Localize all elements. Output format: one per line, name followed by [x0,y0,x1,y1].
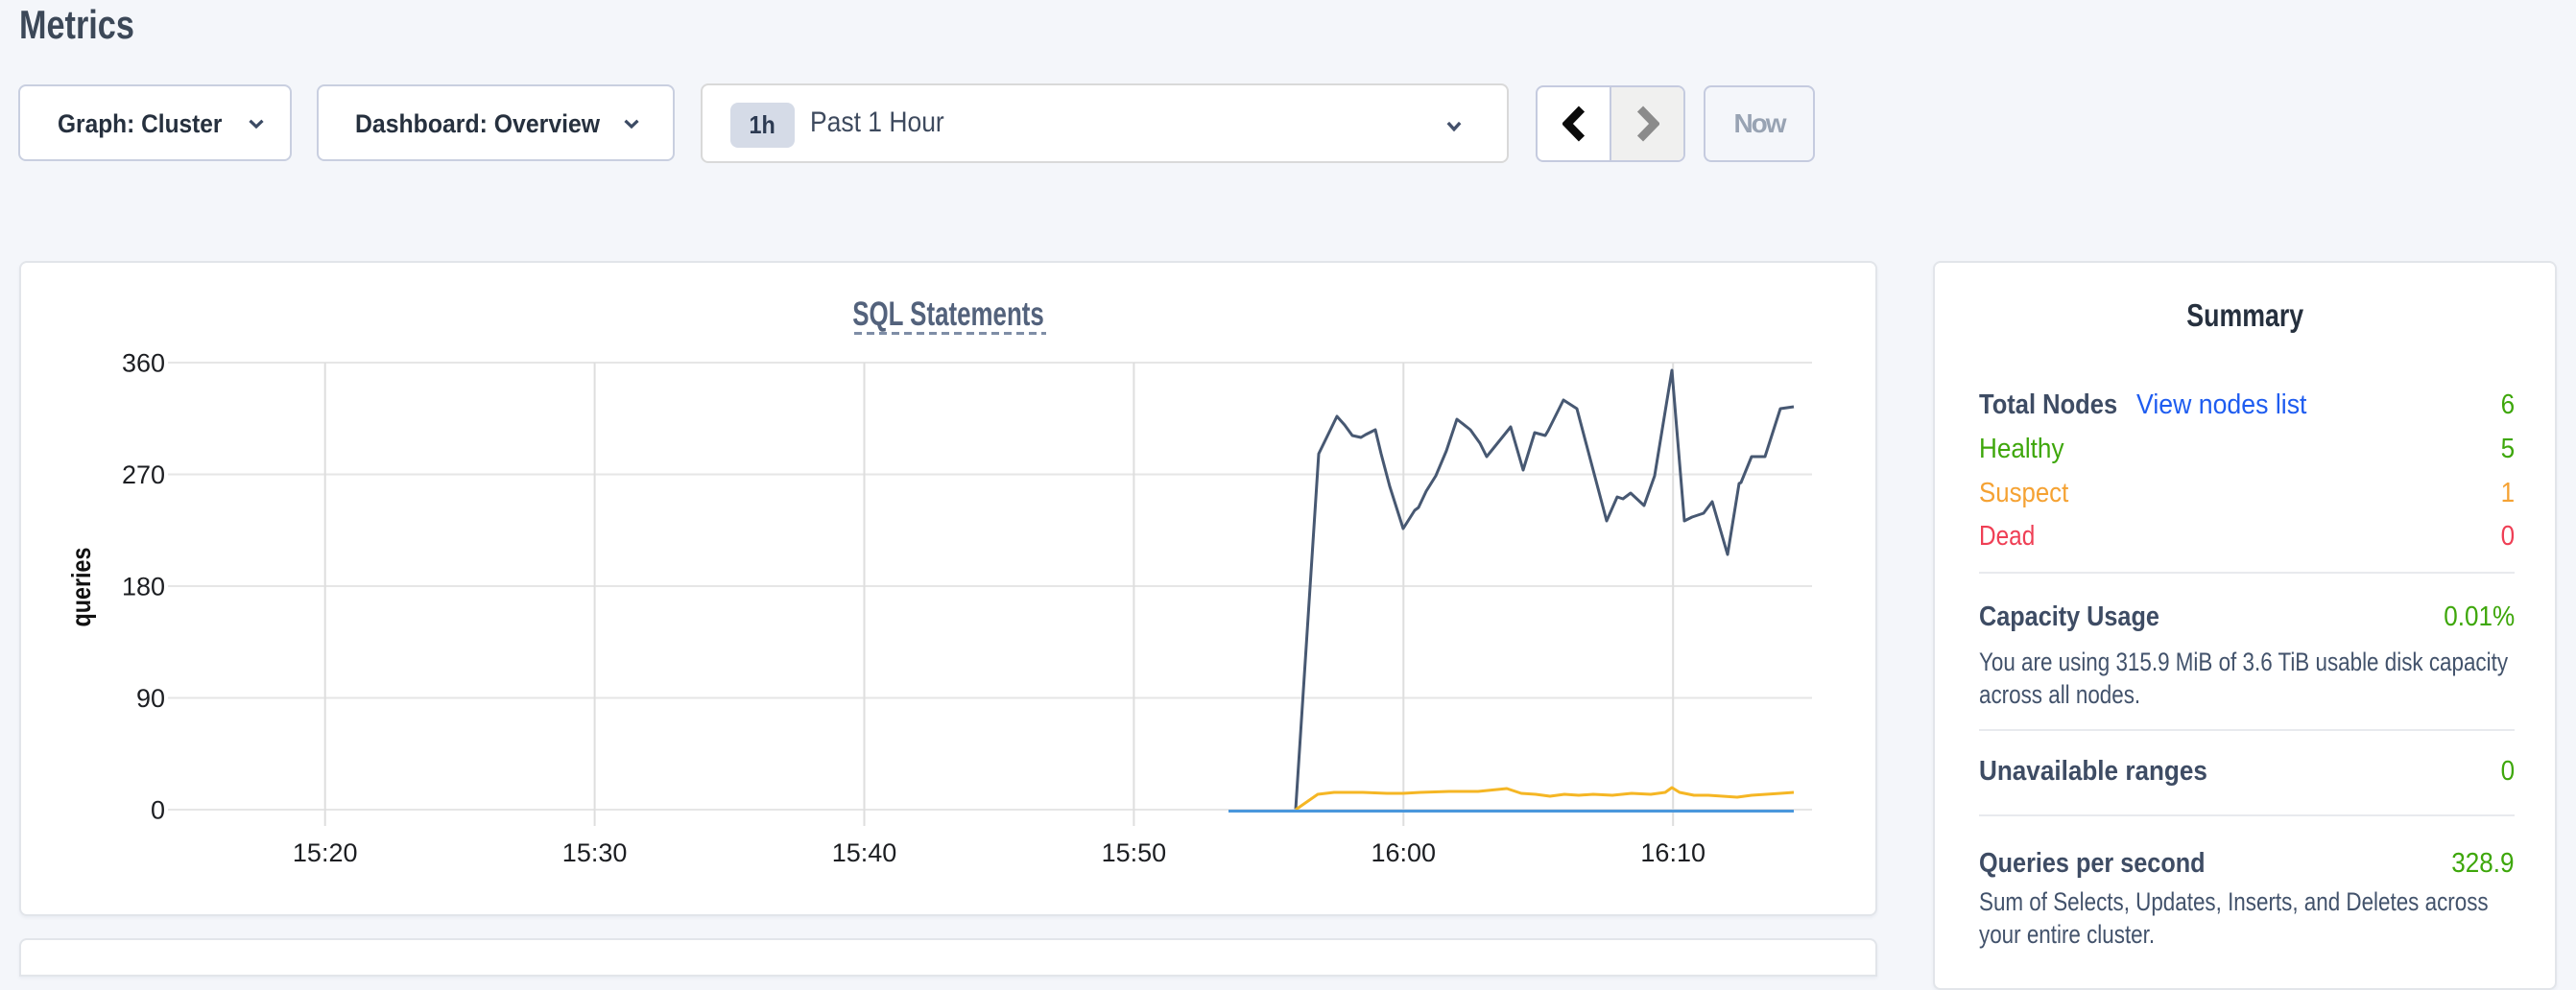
svg-text:180: 180 [122,572,165,601]
svg-text:270: 270 [122,460,165,489]
svg-text:0: 0 [151,795,165,824]
svg-text:90: 90 [136,684,165,713]
svg-text:16:10: 16:10 [1640,838,1705,867]
svg-text:15:30: 15:30 [562,838,628,867]
svg-text:queries: queries [66,548,96,627]
svg-text:15:50: 15:50 [1102,838,1167,867]
svg-text:15:20: 15:20 [293,838,358,867]
svg-text:15:40: 15:40 [832,838,897,867]
svg-text:360: 360 [122,348,165,377]
svg-text:16:00: 16:00 [1371,838,1437,867]
